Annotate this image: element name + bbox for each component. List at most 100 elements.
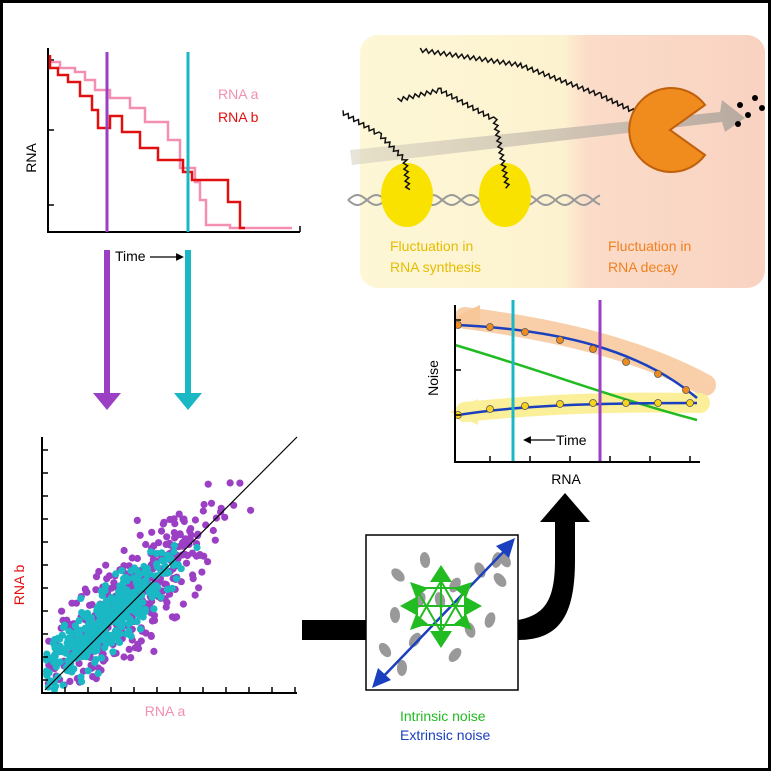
scatter-point	[139, 599, 146, 606]
scatter-point	[153, 582, 160, 589]
noise-dot	[683, 387, 690, 394]
noise-dot	[687, 400, 694, 407]
scatter-x-label: RNA a	[145, 703, 186, 719]
scatter-point	[112, 627, 119, 634]
scatter-point	[85, 667, 92, 674]
scatter-point	[70, 651, 77, 658]
scatter-point	[91, 659, 98, 666]
scatter-point	[102, 562, 109, 569]
scatter-point	[148, 633, 155, 640]
scatter-point	[208, 500, 215, 507]
scatter-point	[88, 614, 95, 621]
scatter-point	[137, 587, 144, 594]
scatter-point	[99, 592, 106, 599]
scatter-point	[200, 507, 207, 514]
scatter-point	[86, 633, 93, 640]
scatter-point	[150, 648, 157, 655]
scatter-point	[149, 617, 156, 624]
scatter-point	[109, 648, 116, 655]
legend-rna-b: RNA b	[218, 109, 259, 125]
scatter-point	[82, 586, 89, 593]
noise-dot	[590, 400, 597, 407]
noise-dot	[655, 371, 662, 378]
scatter-point	[169, 585, 176, 592]
scatter-point	[95, 568, 102, 575]
scatter-point	[138, 637, 145, 644]
scatter-point	[133, 610, 140, 617]
scatter-point	[123, 577, 130, 584]
decay-label-2: RNA decay	[608, 259, 678, 275]
scatter-point	[180, 601, 187, 608]
scatter-point	[93, 642, 100, 649]
scatter-point	[108, 618, 115, 625]
scatter-point	[132, 644, 139, 651]
scatter-point	[95, 670, 102, 677]
scatter-point	[169, 613, 176, 620]
extrinsic-label: Extrinsic noise	[400, 727, 490, 743]
scatter-point	[81, 625, 88, 632]
mechanism: Fluctuation in RNA synthesis Fluctuation…	[343, 35, 765, 288]
decay-label-1: Fluctuation in	[608, 238, 691, 254]
scatter-point	[128, 619, 135, 626]
scatter-point	[80, 611, 87, 618]
scatter-point	[210, 527, 217, 534]
scatter-point	[101, 609, 108, 616]
scatter-point	[227, 479, 234, 486]
synthesis-label-2: RNA synthesis	[390, 259, 481, 275]
scatter-point	[192, 516, 199, 523]
scatter-point	[134, 555, 141, 562]
scatter-point	[64, 657, 71, 664]
scatter-point	[98, 636, 105, 643]
scatter-point	[189, 550, 196, 557]
scatter-point	[83, 653, 90, 660]
noise-dot	[487, 406, 494, 413]
scatter-point	[171, 542, 178, 549]
scatter-point	[148, 529, 155, 536]
x-label: Time	[115, 248, 146, 264]
scatter-point	[127, 654, 134, 661]
scatter-point	[147, 548, 154, 555]
scatter-point	[77, 595, 84, 602]
scatter-point	[115, 588, 122, 595]
noise-box	[366, 535, 518, 690]
scatter-point	[84, 646, 91, 653]
scatter-point	[120, 653, 127, 660]
scatter-point	[141, 578, 148, 585]
scatter-point	[159, 557, 166, 564]
scatter-point	[60, 624, 67, 631]
scatter-point	[43, 671, 50, 678]
scatter-point	[72, 622, 79, 629]
noise-dot	[487, 324, 494, 331]
scatter-point	[198, 569, 205, 576]
scatter-point	[55, 648, 62, 655]
scatter-point	[185, 541, 192, 548]
scatter-point	[163, 541, 170, 548]
scatter-point	[99, 618, 106, 625]
scatter-point	[74, 632, 81, 639]
scatter-point	[236, 480, 243, 487]
scatter-point	[205, 481, 212, 488]
scatter-point	[134, 517, 141, 524]
noise-x-label: RNA	[551, 471, 581, 487]
scatter-point	[125, 627, 132, 634]
scatter-point	[73, 641, 80, 648]
scatter-point	[137, 532, 144, 539]
scatter-point	[171, 520, 178, 527]
scatter-point	[192, 592, 199, 599]
scatter-point	[193, 544, 200, 551]
noise-dot	[522, 403, 529, 410]
y-label: RNA	[23, 143, 39, 173]
noise-y-label: Noise	[425, 360, 441, 396]
scatter-point	[158, 528, 165, 535]
scatter-point	[173, 575, 180, 582]
scatter-point	[126, 646, 133, 653]
scatter-point	[181, 518, 188, 525]
scatter-point	[187, 525, 194, 532]
scatter-point	[247, 507, 254, 514]
scatter-point	[122, 586, 129, 593]
scatter-point	[174, 532, 181, 539]
synthesis-label-1: Fluctuation in	[390, 238, 473, 254]
scatter-point	[195, 584, 202, 591]
noise-dot	[557, 401, 564, 408]
scatter-point	[52, 683, 59, 690]
